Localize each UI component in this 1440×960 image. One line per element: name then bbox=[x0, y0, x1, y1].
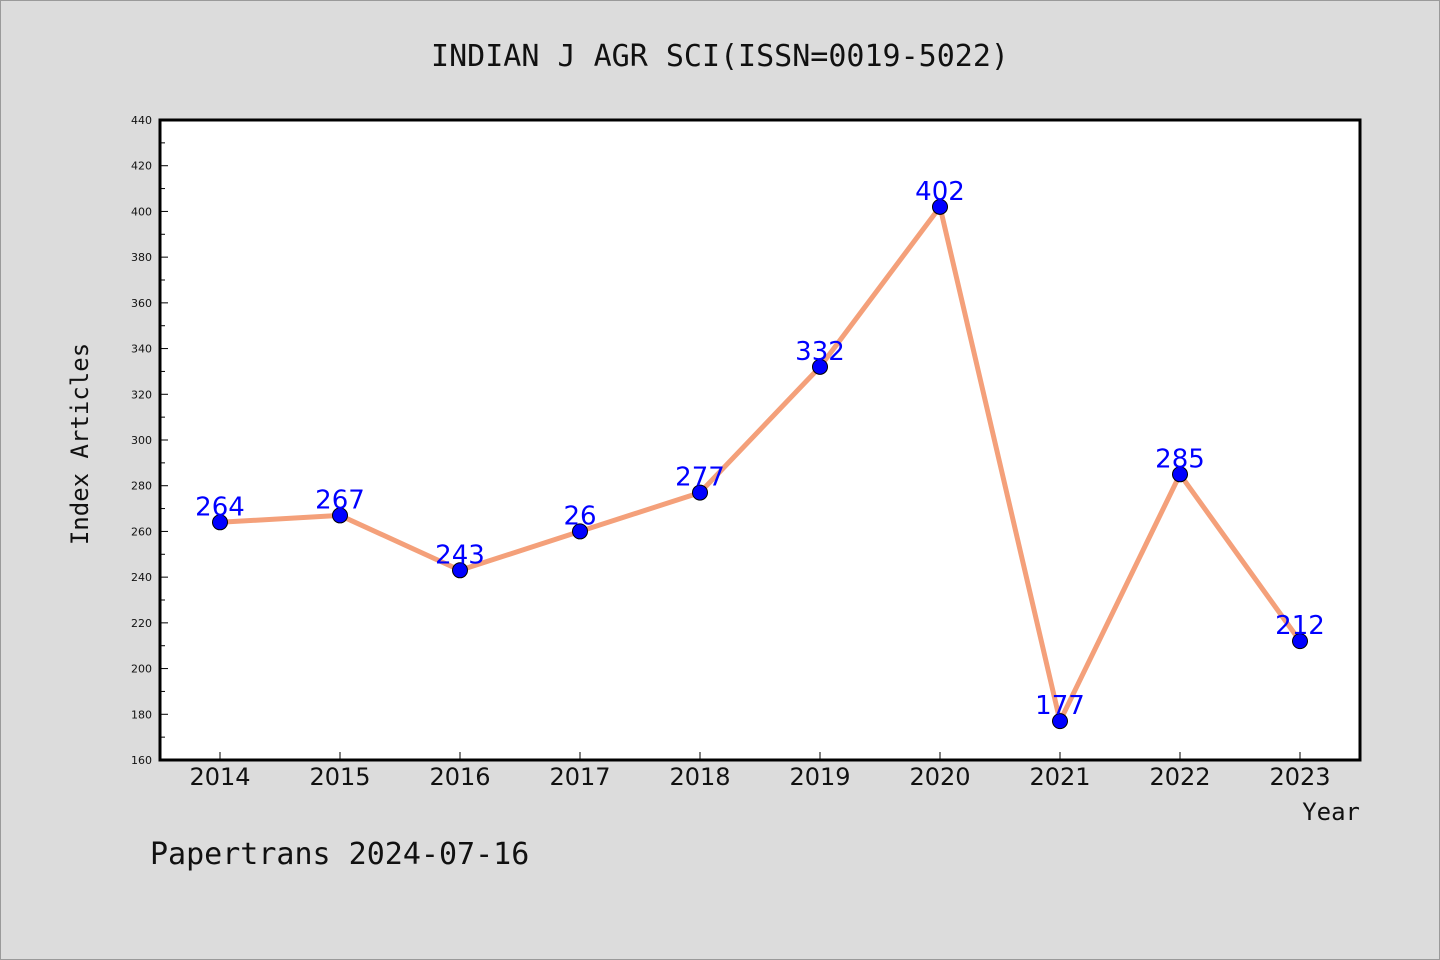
y-tick-label: 340 bbox=[131, 343, 152, 356]
y-tick-label: 400 bbox=[131, 205, 152, 218]
y-axis: 160 180 200 220 240 260 280 300 320 340 360 380 400 4… bbox=[131, 114, 168, 767]
x-axis-label: Year bbox=[1302, 798, 1360, 826]
x-tick-label: 2014 bbox=[189, 763, 250, 791]
x-tick-label: 2017 bbox=[549, 763, 610, 791]
x-tick-label: 2016 bbox=[429, 763, 490, 791]
x-tick-label: 2018 bbox=[669, 763, 730, 791]
data-point bbox=[812, 358, 828, 375]
data-label: 26 bbox=[563, 501, 596, 531]
y-tick-label: 300 bbox=[131, 434, 152, 447]
y-tick-label: 420 bbox=[131, 160, 152, 173]
footer-text: Papertrans 2024-07-16 bbox=[150, 837, 529, 872]
series-line bbox=[217, 204, 1303, 724]
y-tick-label: 200 bbox=[131, 663, 152, 676]
plot-area bbox=[160, 120, 1360, 760]
y-tick-label: 380 bbox=[131, 251, 152, 264]
data-label: 212 bbox=[1275, 611, 1325, 641]
y-axis-label: Index Articles bbox=[66, 343, 94, 545]
data-point bbox=[1172, 466, 1188, 483]
data-label: 332 bbox=[795, 337, 845, 367]
x-tick-label: 2021 bbox=[1029, 763, 1090, 791]
data-label: 243 bbox=[435, 540, 485, 570]
chart-title: INDIAN J AGR SCI(ISSN=0019-5022) bbox=[431, 39, 1009, 74]
y-tick-label: 320 bbox=[131, 388, 152, 401]
x-tick-label: 2019 bbox=[789, 763, 850, 791]
y-tick-label: 440 bbox=[131, 114, 152, 127]
y-tick-label: 180 bbox=[131, 708, 152, 721]
plot-border bbox=[158, 118, 1362, 762]
y-tick-label: 240 bbox=[131, 571, 152, 584]
y-tick-label: 360 bbox=[131, 297, 152, 310]
data-label: 264 bbox=[195, 492, 245, 522]
y-tick-label: 160 bbox=[131, 754, 152, 767]
series: 264 267 243 26 277 332 402 177 285 212 bbox=[195, 177, 1325, 730]
y-tick-label: 220 bbox=[131, 617, 152, 630]
data-label: 285 bbox=[1155, 444, 1205, 474]
y-tick-label: 280 bbox=[131, 480, 152, 493]
data-label: 267 bbox=[315, 485, 365, 515]
x-tick-label: 2022 bbox=[1149, 763, 1210, 791]
data-point bbox=[452, 562, 468, 579]
x-axis: 2014 2015 2016 2017 2018 2019 2020 2021 2022 2023 bbox=[189, 752, 1331, 791]
data-point bbox=[212, 514, 228, 531]
data-label: 177 bbox=[1035, 691, 1085, 721]
data-point bbox=[932, 198, 948, 215]
x-tick-label: 2023 bbox=[1269, 763, 1330, 791]
x-tick-label: 2015 bbox=[309, 763, 370, 791]
data-point bbox=[572, 523, 588, 540]
data-point bbox=[1052, 713, 1068, 730]
x-tick-label: 2020 bbox=[909, 763, 970, 791]
y-tick-label: 260 bbox=[131, 525, 152, 538]
data-point bbox=[692, 484, 708, 501]
data-point bbox=[1292, 633, 1308, 650]
data-label: 402 bbox=[915, 177, 965, 207]
data-point bbox=[332, 507, 348, 524]
data-label: 277 bbox=[675, 463, 725, 493]
